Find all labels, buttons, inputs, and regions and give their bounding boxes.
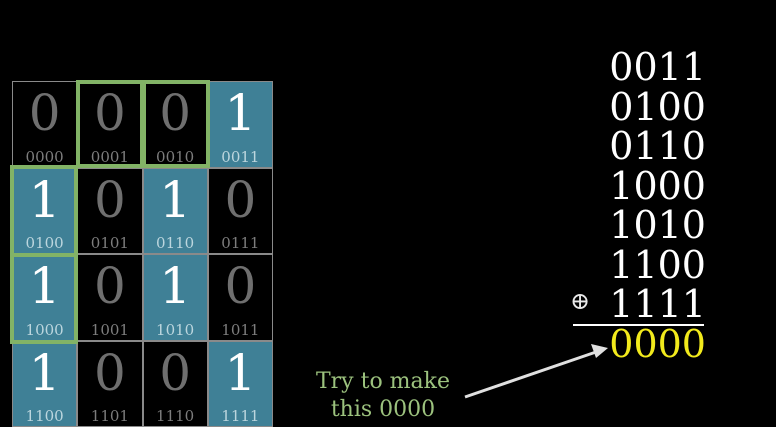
xor-sum-column: 0011 0100 0110 1000 1010 1100 1111 0000 <box>609 45 706 366</box>
grid-cell-1010: 1 1010 <box>142 254 208 341</box>
grid-cell-1111: 1 1111 <box>207 340 273 427</box>
sum-divider <box>573 324 704 326</box>
grid-cell-0000: 0 0000 <box>12 81 78 168</box>
cell-bit: 0 <box>93 257 126 315</box>
parity-grid: 0 0000 0 0001 0 0010 1 0011 1 0100 0 0101 1 011… <box>12 81 273 427</box>
cell-bit: 1 <box>28 343 61 402</box>
grid-cell-1011: 0 1011 <box>207 254 273 341</box>
arrow-shaft <box>464 350 597 399</box>
xor-row: 0011 <box>609 45 706 89</box>
grid-cell-1001: 0 1001 <box>77 254 143 341</box>
annotation-text: Try to make this 0000 <box>300 368 466 424</box>
xor-row: 1100 <box>609 242 706 287</box>
cell-bit: 1 <box>28 170 61 229</box>
arrow-head-icon <box>591 344 608 358</box>
xor-row: 1111 <box>609 282 706 326</box>
cell-bit: 1 <box>159 170 192 229</box>
cell-index: 1111 <box>221 407 260 425</box>
annotation-line: this 0000 <box>330 397 436 422</box>
cell-bit: 1 <box>224 343 257 402</box>
cell-bit: 0 <box>93 84 126 142</box>
cell-index: 1000 <box>25 320 64 339</box>
grid-cell-0111: 0 0111 <box>207 167 273 254</box>
grid-cell-0011: 1 0011 <box>207 81 273 168</box>
cell-index: 1101 <box>90 407 129 425</box>
grid-cell-0101: 0 0101 <box>77 167 143 254</box>
grid-cell-0010: 0 0010 <box>142 81 208 168</box>
grid-cell-1100: 1 1100 <box>12 340 78 427</box>
xor-row: 0100 <box>609 84 706 129</box>
xor-row: 0110 <box>609 124 706 168</box>
cell-index: 1001 <box>90 320 129 339</box>
cell-bit: 0 <box>93 343 126 402</box>
grid-cell-0110: 1 0110 <box>142 167 208 254</box>
cell-bit: 0 <box>28 84 61 142</box>
xor-result: 0000 <box>609 321 706 366</box>
cell-bit: 0 <box>93 170 126 229</box>
xor-operator-icon: ⊕ <box>570 287 591 315</box>
cell-index: 0000 <box>25 147 64 166</box>
cell-index: 1110 <box>156 407 195 425</box>
cell-bit: 0 <box>224 257 257 315</box>
cell-index: 0001 <box>90 147 129 166</box>
cell-index: 1010 <box>156 320 195 339</box>
grid-cell-1101: 0 1101 <box>77 340 143 427</box>
cell-bit: 0 <box>224 170 257 229</box>
xor-row: 1010 <box>609 203 706 247</box>
cell-index: 1100 <box>25 407 64 425</box>
cell-index: 0111 <box>221 234 260 252</box>
cell-bit: 0 <box>159 343 192 402</box>
grid-cell-1000: 1 1000 <box>12 254 78 341</box>
cell-index: 0011 <box>221 147 260 166</box>
grid-cell-1110: 0 1110 <box>142 340 208 427</box>
cell-index: 0110 <box>156 234 195 252</box>
cell-bit: 1 <box>224 84 257 142</box>
cell-index: 1011 <box>221 320 260 339</box>
grid-cell-0001: 0 0001 <box>77 81 143 168</box>
cell-bit: 0 <box>159 84 192 142</box>
cell-bit: 1 <box>159 257 192 315</box>
cell-index: 0010 <box>156 147 195 166</box>
cell-bit: 1 <box>28 257 61 315</box>
cell-index: 0101 <box>90 234 129 252</box>
grid-cell-0100: 1 0100 <box>12 167 78 254</box>
cell-index: 0100 <box>25 234 64 252</box>
annotation-line: Try to make <box>315 369 451 394</box>
xor-row: 1000 <box>609 163 706 208</box>
